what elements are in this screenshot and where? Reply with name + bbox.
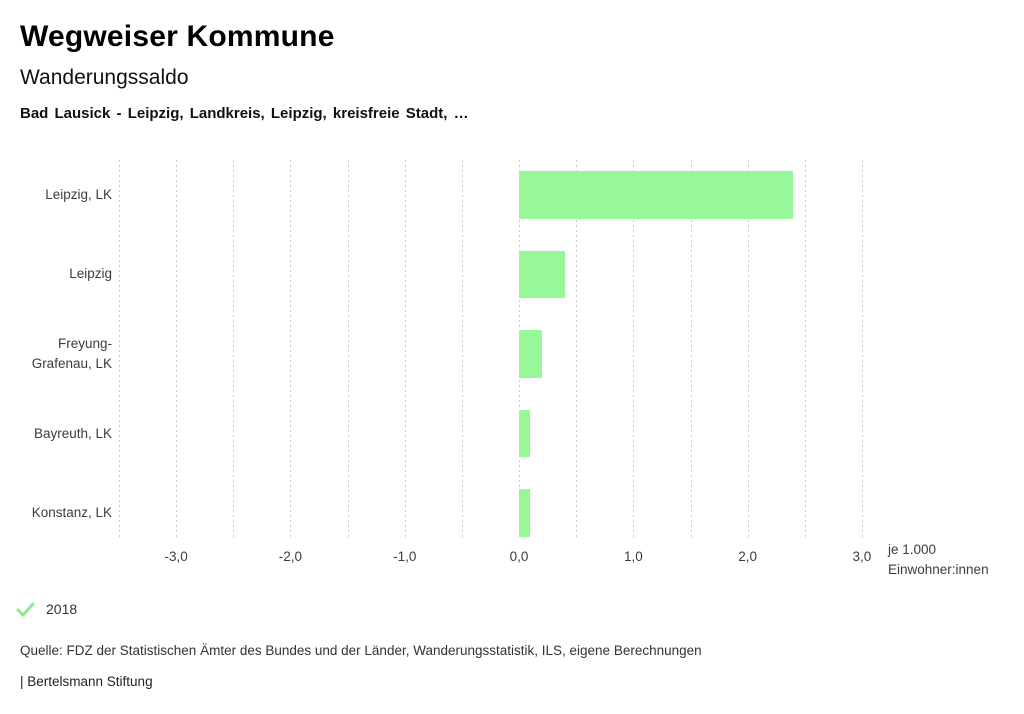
app-title: Wegweiser Kommune — [20, 20, 335, 53]
gridline — [176, 160, 178, 537]
x-tick-label: 0,0 — [509, 549, 529, 564]
gridline — [404, 160, 406, 537]
category-label: Bayreuth, LK — [33, 425, 112, 441]
category-label: Konstanz, LK — [31, 505, 112, 521]
gridline — [747, 160, 749, 537]
x-tick-label: -3,0 — [164, 549, 188, 564]
gridline — [347, 160, 349, 537]
axis-unit-line2: Einwohner:innen — [888, 562, 989, 577]
bar[interactable] — [519, 250, 565, 299]
axis-unit-label: je 1.000 Einwohner:innen — [888, 540, 989, 580]
category-label: Leipzig — [69, 266, 112, 282]
bar[interactable] — [519, 330, 542, 378]
legend-item-2018[interactable]: 2018 — [16, 601, 77, 617]
gridline — [804, 160, 806, 537]
legend-year-label: 2018 — [46, 601, 78, 617]
x-tick-label: 3,0 — [852, 549, 872, 564]
bar[interactable] — [519, 171, 794, 219]
gridline — [576, 160, 578, 537]
x-tick-label: -2,0 — [278, 549, 303, 564]
bar[interactable] — [519, 409, 531, 458]
gridline — [633, 160, 635, 537]
branding: | Bertelsmann Stiftung — [20, 674, 153, 689]
axis-unit-line1: je 1.000 — [888, 542, 937, 557]
x-tick-label: 1,0 — [624, 549, 643, 564]
check-icon — [16, 602, 35, 616]
bar[interactable] — [519, 489, 531, 537]
gridline — [233, 160, 235, 537]
category-label: Leipzig, LK — [45, 186, 112, 202]
comparison-subtitle: Bad Lausick - Leipzig, Landkreis, Leipzi… — [20, 105, 469, 122]
gridline — [461, 160, 463, 537]
gridline — [861, 160, 863, 537]
x-tick-label: 2,0 — [738, 549, 757, 564]
indicator-title: Wanderungssaldo — [20, 66, 189, 89]
category-label: Freyung-Grafenau, LK — [31, 335, 112, 371]
gridline — [690, 160, 692, 537]
gridline — [119, 160, 120, 537]
plot-area — [119, 160, 881, 537]
legend: 2018 — [16, 601, 77, 617]
source-line: Quelle: FDZ der Statistischen Ämter des … — [20, 643, 702, 658]
gridline — [290, 160, 292, 537]
x-tick-label: -1,0 — [393, 549, 417, 564]
